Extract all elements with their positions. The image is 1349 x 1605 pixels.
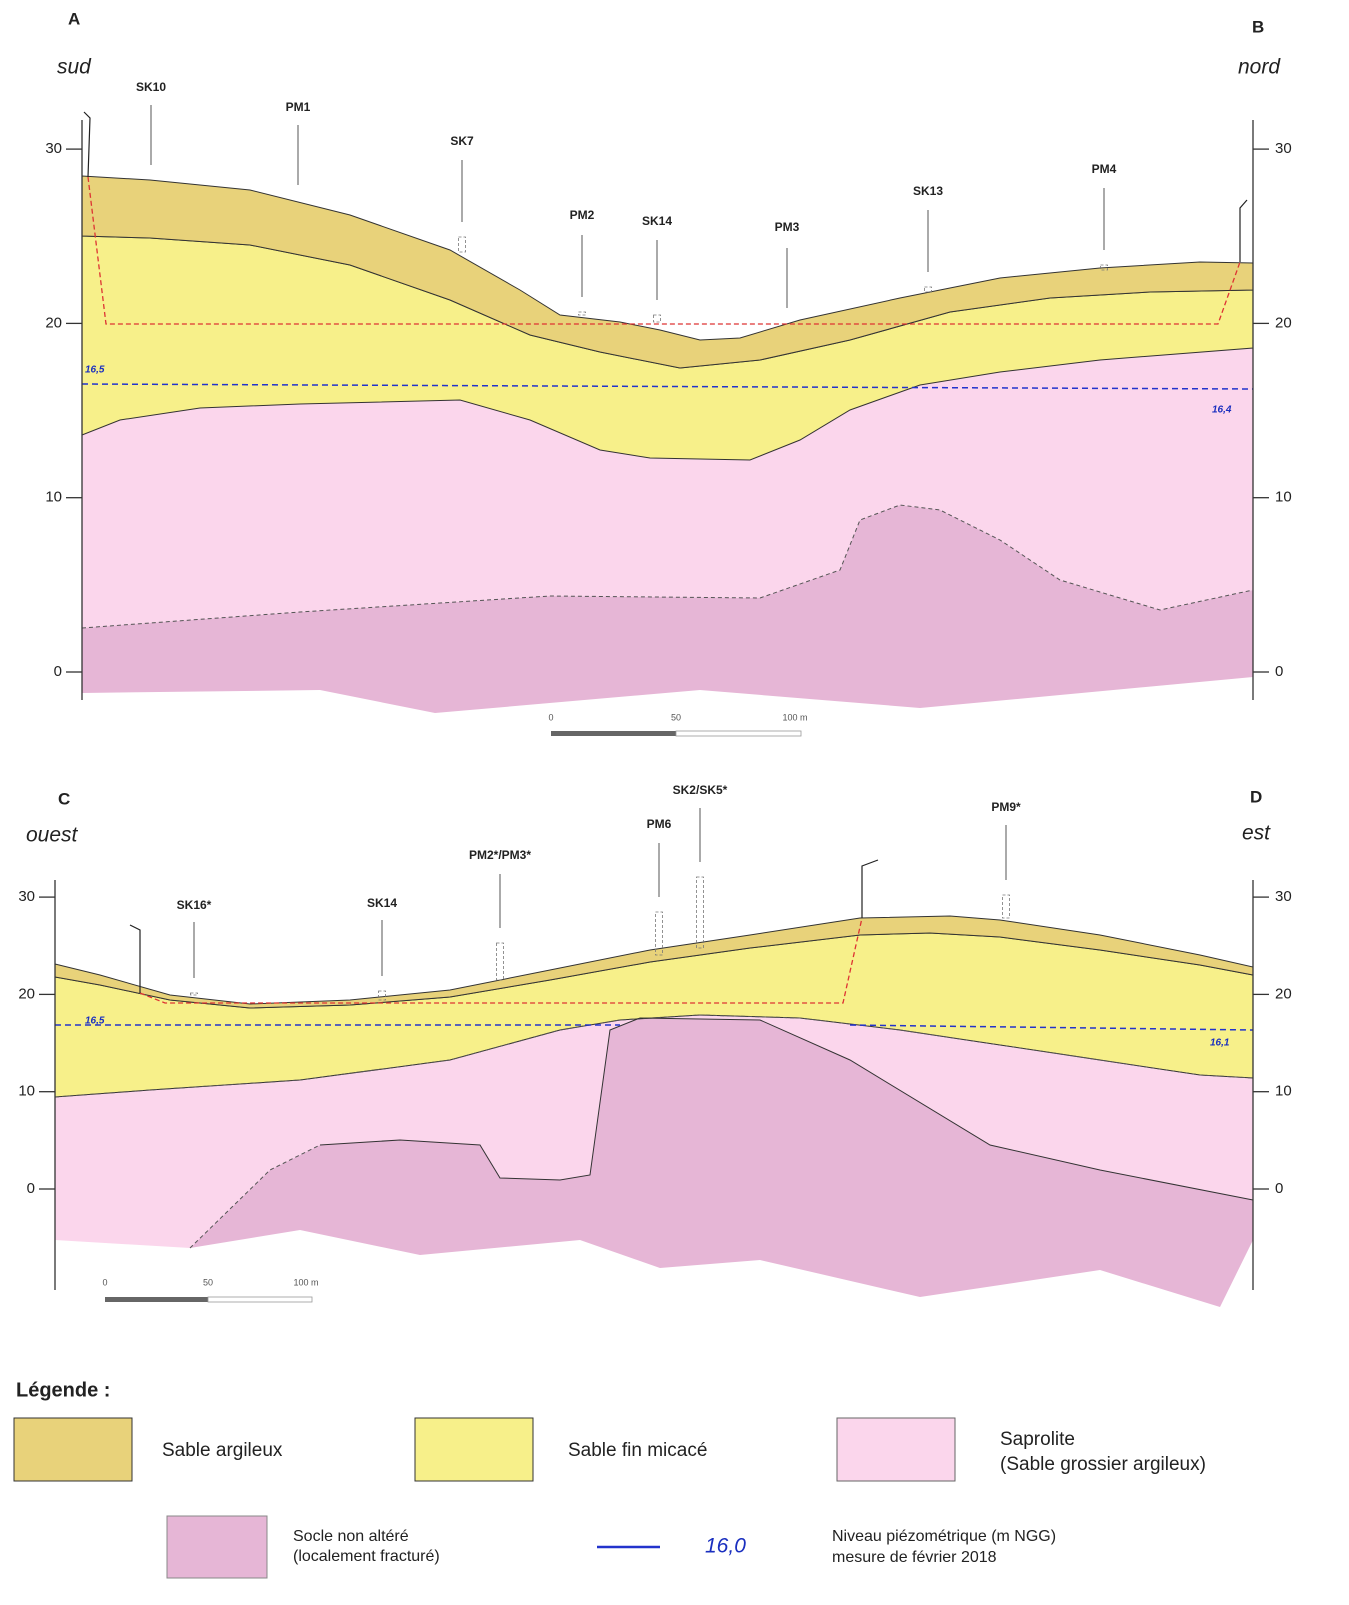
y-tick-label: 10 xyxy=(1275,489,1292,506)
legend-label: Saprolite xyxy=(1000,1429,1075,1450)
borehole-tube xyxy=(925,287,932,292)
y-tick-label: 30 xyxy=(18,888,35,905)
borehole-label: PM9* xyxy=(991,800,1021,814)
y-tick-label: 20 xyxy=(1275,314,1292,331)
borehole-label: PM4 xyxy=(1092,162,1117,176)
scale-label: 0 xyxy=(102,1277,107,1287)
marker xyxy=(130,925,140,993)
scale-label: 50 xyxy=(203,1277,213,1287)
water-level-label: 16,5 xyxy=(85,365,105,376)
y-tick-label: 0 xyxy=(54,663,62,680)
borehole-tube xyxy=(654,315,661,322)
scale-bar xyxy=(676,731,801,736)
scale-label: 50 xyxy=(671,712,681,722)
legend-swatch xyxy=(14,1418,132,1481)
direction: ouest xyxy=(26,824,79,847)
y-tick-label: 20 xyxy=(18,985,35,1002)
legend-label: Sable argileux xyxy=(162,1440,283,1461)
borehole-label: SK14 xyxy=(367,896,397,910)
y-tick-label: 10 xyxy=(45,489,62,506)
legend-label: (Sable grossier argileux) xyxy=(1000,1454,1206,1475)
legend-swatch xyxy=(415,1418,533,1481)
borehole-tube xyxy=(697,877,704,948)
y-tick-label: 0 xyxy=(1275,663,1283,680)
y-tick-label: 0 xyxy=(1275,1180,1283,1197)
legend-sample: 16,0 xyxy=(705,1535,746,1558)
legend-label: Niveau piézométrique (m NGG) xyxy=(832,1528,1056,1545)
section-cd: C D ouest est 16,5 16,1 0 50 100 m xyxy=(26,787,1271,1307)
borehole-label: PM1 xyxy=(286,100,311,114)
legend-label: Socle non altéré xyxy=(293,1528,409,1545)
y-tick-label: 20 xyxy=(45,314,62,331)
legend: Légende : Sable argileux Sable fin micac… xyxy=(14,1379,1206,1578)
y-tick-label: 10 xyxy=(1275,1083,1292,1100)
legend-label: Sable fin micacé xyxy=(568,1440,707,1461)
scale-label: 100 m xyxy=(782,712,807,722)
borehole-tube xyxy=(459,237,466,252)
section-letter: B xyxy=(1252,17,1264,36)
borehole-tube xyxy=(579,312,586,315)
legend-title: Légende : xyxy=(16,1379,110,1401)
borehole-label: PM2 xyxy=(570,208,595,222)
borehole-label: SK10 xyxy=(136,80,166,94)
water-level-label: 16,1 xyxy=(1210,1038,1230,1049)
scale-label: 100 m xyxy=(293,1277,318,1287)
borehole-label: SK14 xyxy=(642,214,672,228)
y-tick-label: 30 xyxy=(1275,888,1292,905)
borehole-label: PM3 xyxy=(775,220,800,234)
scale-bar xyxy=(208,1297,312,1302)
marker xyxy=(1240,200,1247,262)
marker xyxy=(862,860,878,918)
borehole-tube xyxy=(191,993,198,995)
legend-label: (localement fracturé) xyxy=(293,1548,440,1565)
y-tick-label: 30 xyxy=(1275,140,1292,157)
section-letter: D xyxy=(1250,787,1262,806)
borehole-label: PM2*/PM3* xyxy=(469,848,531,862)
direction: nord xyxy=(1238,56,1281,79)
borehole-label: SK7 xyxy=(450,134,474,148)
scale-bar xyxy=(105,1297,208,1302)
y-tick-label: 20 xyxy=(1275,985,1292,1002)
section-letter: C xyxy=(58,789,70,808)
y-tick-label: 0 xyxy=(27,1180,35,1197)
direction: sud xyxy=(57,56,92,79)
legend-swatch xyxy=(167,1516,267,1578)
legend-swatch xyxy=(837,1418,955,1481)
borehole-tube xyxy=(497,943,504,980)
marker xyxy=(84,112,90,177)
section-letter: A xyxy=(68,9,80,28)
scale-label: 0 xyxy=(548,712,553,722)
section-ab: A B sud nord 16,5 16,4 0 50 100 m xyxy=(57,9,1281,736)
water-level-label: 16,5 xyxy=(85,1016,105,1027)
borehole-tube xyxy=(1003,895,1010,918)
direction: est xyxy=(1242,822,1271,845)
borehole-label: SK16* xyxy=(177,898,212,912)
borehole-label: SK2/SK5* xyxy=(673,783,728,797)
water-level-label: 16,4 xyxy=(1212,405,1232,416)
y-tick-label: 30 xyxy=(45,140,62,157)
scale-bar xyxy=(551,731,676,736)
legend-label: mesure de février 2018 xyxy=(832,1549,997,1566)
borehole-label: SK13 xyxy=(913,184,943,198)
page: A B sud nord 16,5 16,4 0 50 100 m C D ou… xyxy=(0,0,1349,1605)
y-tick-label: 10 xyxy=(18,1083,35,1100)
borehole-label: PM6 xyxy=(647,817,672,831)
